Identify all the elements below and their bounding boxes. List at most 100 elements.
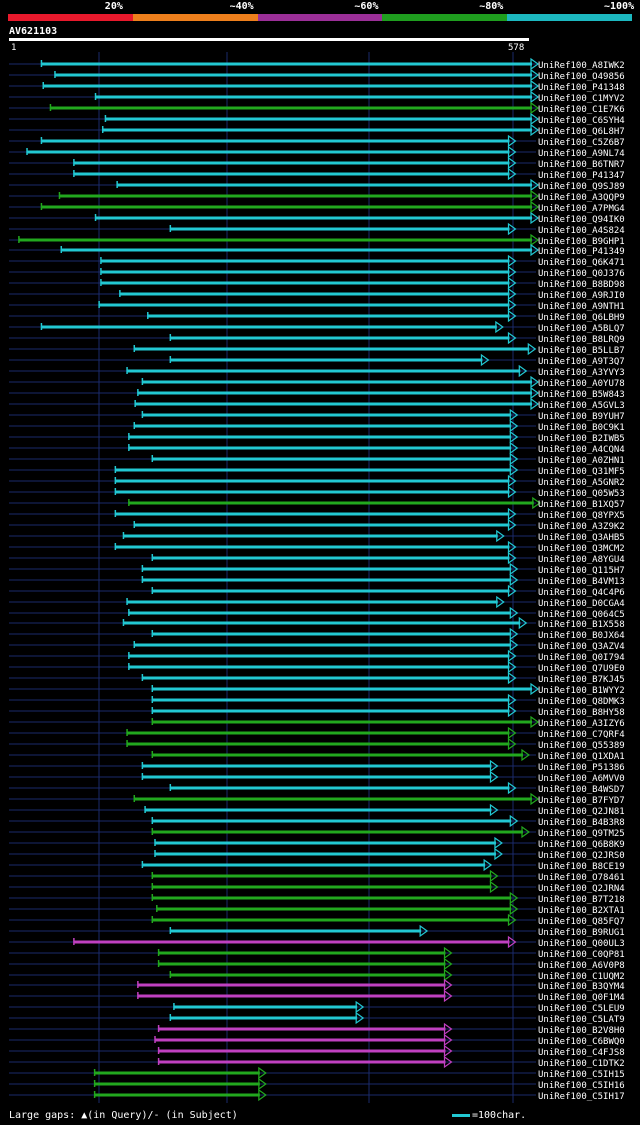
hit-row[interactable]: UniRef100_B9GHP1 (9, 233, 625, 247)
hit-row[interactable]: UniRef100_Q3MCM2 (9, 540, 625, 554)
hit-row[interactable]: UniRef100_A6V0P8 (9, 957, 625, 971)
hit-row[interactable]: UniRef100_Q94IK0 (9, 211, 625, 225)
hit-row[interactable]: UniRef100_C1MYV2 (9, 90, 625, 104)
hit-row[interactable]: UniRef100_A6MVV0 (9, 770, 625, 784)
hit-row[interactable]: UniRef100_Q7U9E0 (9, 660, 625, 674)
hit-row[interactable]: UniRef100_C5Z6B7 (9, 134, 625, 148)
hit-row[interactable]: UniRef100_B8HY58 (9, 704, 625, 718)
hit-row[interactable]: UniRef100_P41347 (9, 167, 625, 181)
hit-row[interactable]: UniRef100_C5IH17 (9, 1088, 625, 1102)
hit-row[interactable]: UniRef100_Q8DMK3 (9, 693, 625, 707)
hit-row[interactable]: UniRef100_C1E7K6 (9, 101, 625, 115)
hit-row[interactable]: UniRef100_C5LAT9 (9, 1011, 625, 1025)
hit-row[interactable]: UniRef100_B1X558 (9, 616, 625, 630)
hit-row[interactable]: UniRef100_C5IH15 (9, 1066, 625, 1080)
hit-row[interactable]: UniRef100_B7KJ45 (9, 671, 625, 685)
hit-row[interactable]: UniRef100_A3QQP9 (9, 189, 625, 203)
hit-row[interactable]: UniRef100_B7T218 (9, 891, 625, 905)
hit-end-arrow (530, 101, 540, 115)
hit-row[interactable]: UniRef100_P41348 (9, 79, 625, 93)
hit-row[interactable]: UniRef100_A5GNR2 (9, 474, 625, 488)
hit-row[interactable]: UniRef100_Q2JRS0 (9, 847, 625, 861)
hit-row[interactable]: UniRef100_A0YU78 (9, 375, 625, 389)
hit-row[interactable]: UniRef100_A8IWK2 (9, 57, 625, 71)
hit-row[interactable]: UniRef100_Q0F1M4 (9, 989, 625, 1003)
hit-row[interactable]: UniRef100_C5LEU9 (9, 1000, 625, 1014)
hit-row[interactable]: UniRef100_B0C9K1 (9, 419, 625, 433)
hit-row[interactable]: UniRef100_B7FYD7 (9, 792, 625, 806)
hit-row[interactable]: UniRef100_Q064C5 (9, 606, 625, 620)
hit-row[interactable]: UniRef100_Q3AZV4 (9, 638, 625, 652)
hit-row[interactable]: UniRef100_C6BWQ0 (9, 1033, 625, 1047)
hit-row[interactable]: UniRef100_B1WYY2 (9, 682, 625, 696)
hit-row[interactable]: UniRef100_A9RJI0 (9, 287, 625, 301)
hit-row[interactable]: UniRef100_Q0I794 (9, 649, 625, 663)
hit-row[interactable]: UniRef100_B2XTA1 (9, 902, 625, 916)
hit-row[interactable]: UniRef100_B4B3R8 (9, 814, 625, 828)
hit-row[interactable]: UniRef100_B8BD98 (9, 276, 625, 290)
hit-row[interactable]: UniRef100_B8CE19 (9, 858, 625, 872)
hit-row[interactable]: UniRef100_A5GVL3 (9, 397, 625, 411)
hit-row[interactable]: UniRef100_Q31MF5 (9, 463, 625, 477)
hit-row[interactable]: UniRef100_A4CQN4 (9, 441, 625, 455)
hit-row[interactable]: UniRef100_Q6L8H7 (9, 123, 625, 137)
hit-row[interactable]: UniRef100_A9T3Q7 (9, 353, 625, 367)
hit-row[interactable]: UniRef100_Q6LBH9 (9, 309, 625, 323)
hit-row[interactable]: UniRef100_C1DTK2 (9, 1055, 625, 1069)
hit-row[interactable]: UniRef100_O78461 (9, 869, 625, 883)
hit-row[interactable]: UniRef100_C5IH16 (9, 1077, 625, 1091)
hit-row[interactable]: UniRef100_C4FJS8 (9, 1044, 625, 1058)
hit-row[interactable]: UniRef100_Q9SJ89 (9, 178, 625, 192)
hit-row[interactable]: UniRef100_B2V8H0 (9, 1022, 625, 1036)
hit-row[interactable]: UniRef100_Q2JRN4 (9, 880, 625, 894)
hit-row[interactable]: UniRef100_B0JX64 (9, 627, 625, 641)
hit-row[interactable]: UniRef100_B6TNR7 (9, 156, 625, 170)
hit-row[interactable]: UniRef100_Q115H7 (9, 562, 625, 576)
hit-row[interactable]: UniRef100_Q85FQ7 (9, 913, 625, 927)
hit-row[interactable]: UniRef100_A3IZY6 (9, 715, 625, 729)
hit-row[interactable]: UniRef100_B9YUH7 (9, 408, 625, 422)
hit-row[interactable]: UniRef100_B4WSD7 (9, 781, 625, 795)
hit-row[interactable]: UniRef100_Q55389 (9, 737, 625, 751)
hit-row[interactable]: UniRef100_A9NTH1 (9, 298, 625, 312)
hit-row[interactable]: UniRef100_B1XQ57 (9, 496, 625, 510)
hit-row[interactable]: UniRef100_A3YVY3 (9, 364, 625, 378)
hit-row[interactable]: UniRef100_B5LLB7 (9, 342, 625, 356)
hit-row[interactable]: UniRef100_C7QRF4 (9, 726, 625, 740)
hit-row[interactable]: UniRef100_A8YGU4 (9, 551, 625, 565)
hit-row[interactable]: UniRef100_A7PMG4 (9, 200, 625, 214)
hit-end-arrow (509, 573, 519, 587)
hit-row[interactable]: UniRef100_Q00UL3 (9, 935, 625, 949)
hit-row[interactable]: UniRef100_A3Z9K2 (9, 518, 625, 532)
hit-row[interactable]: UniRef100_Q05W53 (9, 485, 625, 499)
hit-row[interactable]: UniRef100_Q3AHB5 (9, 529, 625, 543)
hit-row[interactable]: UniRef100_C0QP81 (9, 946, 625, 960)
hit-row[interactable]: UniRef100_A4S824 (9, 222, 625, 236)
hit-end-arrow (507, 913, 517, 927)
hit-row[interactable]: UniRef100_Q6B8K9 (9, 836, 625, 850)
hit-row[interactable]: UniRef100_B8LRQ9 (9, 331, 625, 345)
hit-row[interactable]: UniRef100_D0CGA4 (9, 595, 625, 609)
hit-row[interactable]: UniRef100_Q9TM25 (9, 825, 625, 839)
hit-row[interactable]: UniRef100_P51386 (9, 759, 625, 773)
hit-row[interactable]: UniRef100_C1UQM2 (9, 968, 625, 982)
hit-bar (41, 205, 533, 209)
hit-row[interactable]: UniRef100_A0ZHN1 (9, 452, 625, 466)
hit-bar (152, 687, 533, 691)
hit-row[interactable]: UniRef100_B2IWB5 (9, 430, 625, 444)
hit-row[interactable]: UniRef100_Q4C4P6 (9, 584, 625, 598)
hit-row[interactable]: UniRef100_Q1XDA1 (9, 748, 625, 762)
hit-row[interactable]: UniRef100_Q8YPX5 (9, 507, 625, 521)
hit-row[interactable]: UniRef100_B3QYM4 (9, 978, 625, 992)
hit-row[interactable]: UniRef100_A9NL74 (9, 145, 625, 159)
hit-row[interactable]: UniRef100_B5W843 (9, 386, 625, 400)
hit-row[interactable]: UniRef100_O49856 (9, 68, 625, 82)
hit-row[interactable]: UniRef100_Q0J376 (9, 265, 625, 279)
hit-row[interactable]: UniRef100_P41349 (9, 243, 625, 257)
hit-row[interactable]: UniRef100_B9RUG1 (9, 924, 625, 938)
hit-row[interactable]: UniRef100_C6SYH4 (9, 112, 625, 126)
hit-row[interactable]: UniRef100_B4VM13 (9, 573, 625, 587)
hit-row[interactable]: UniRef100_Q6K471 (9, 254, 625, 268)
hit-row[interactable]: UniRef100_Q2JN81 (9, 803, 625, 817)
hit-row[interactable]: UniRef100_A5BLQ7 (9, 320, 625, 334)
